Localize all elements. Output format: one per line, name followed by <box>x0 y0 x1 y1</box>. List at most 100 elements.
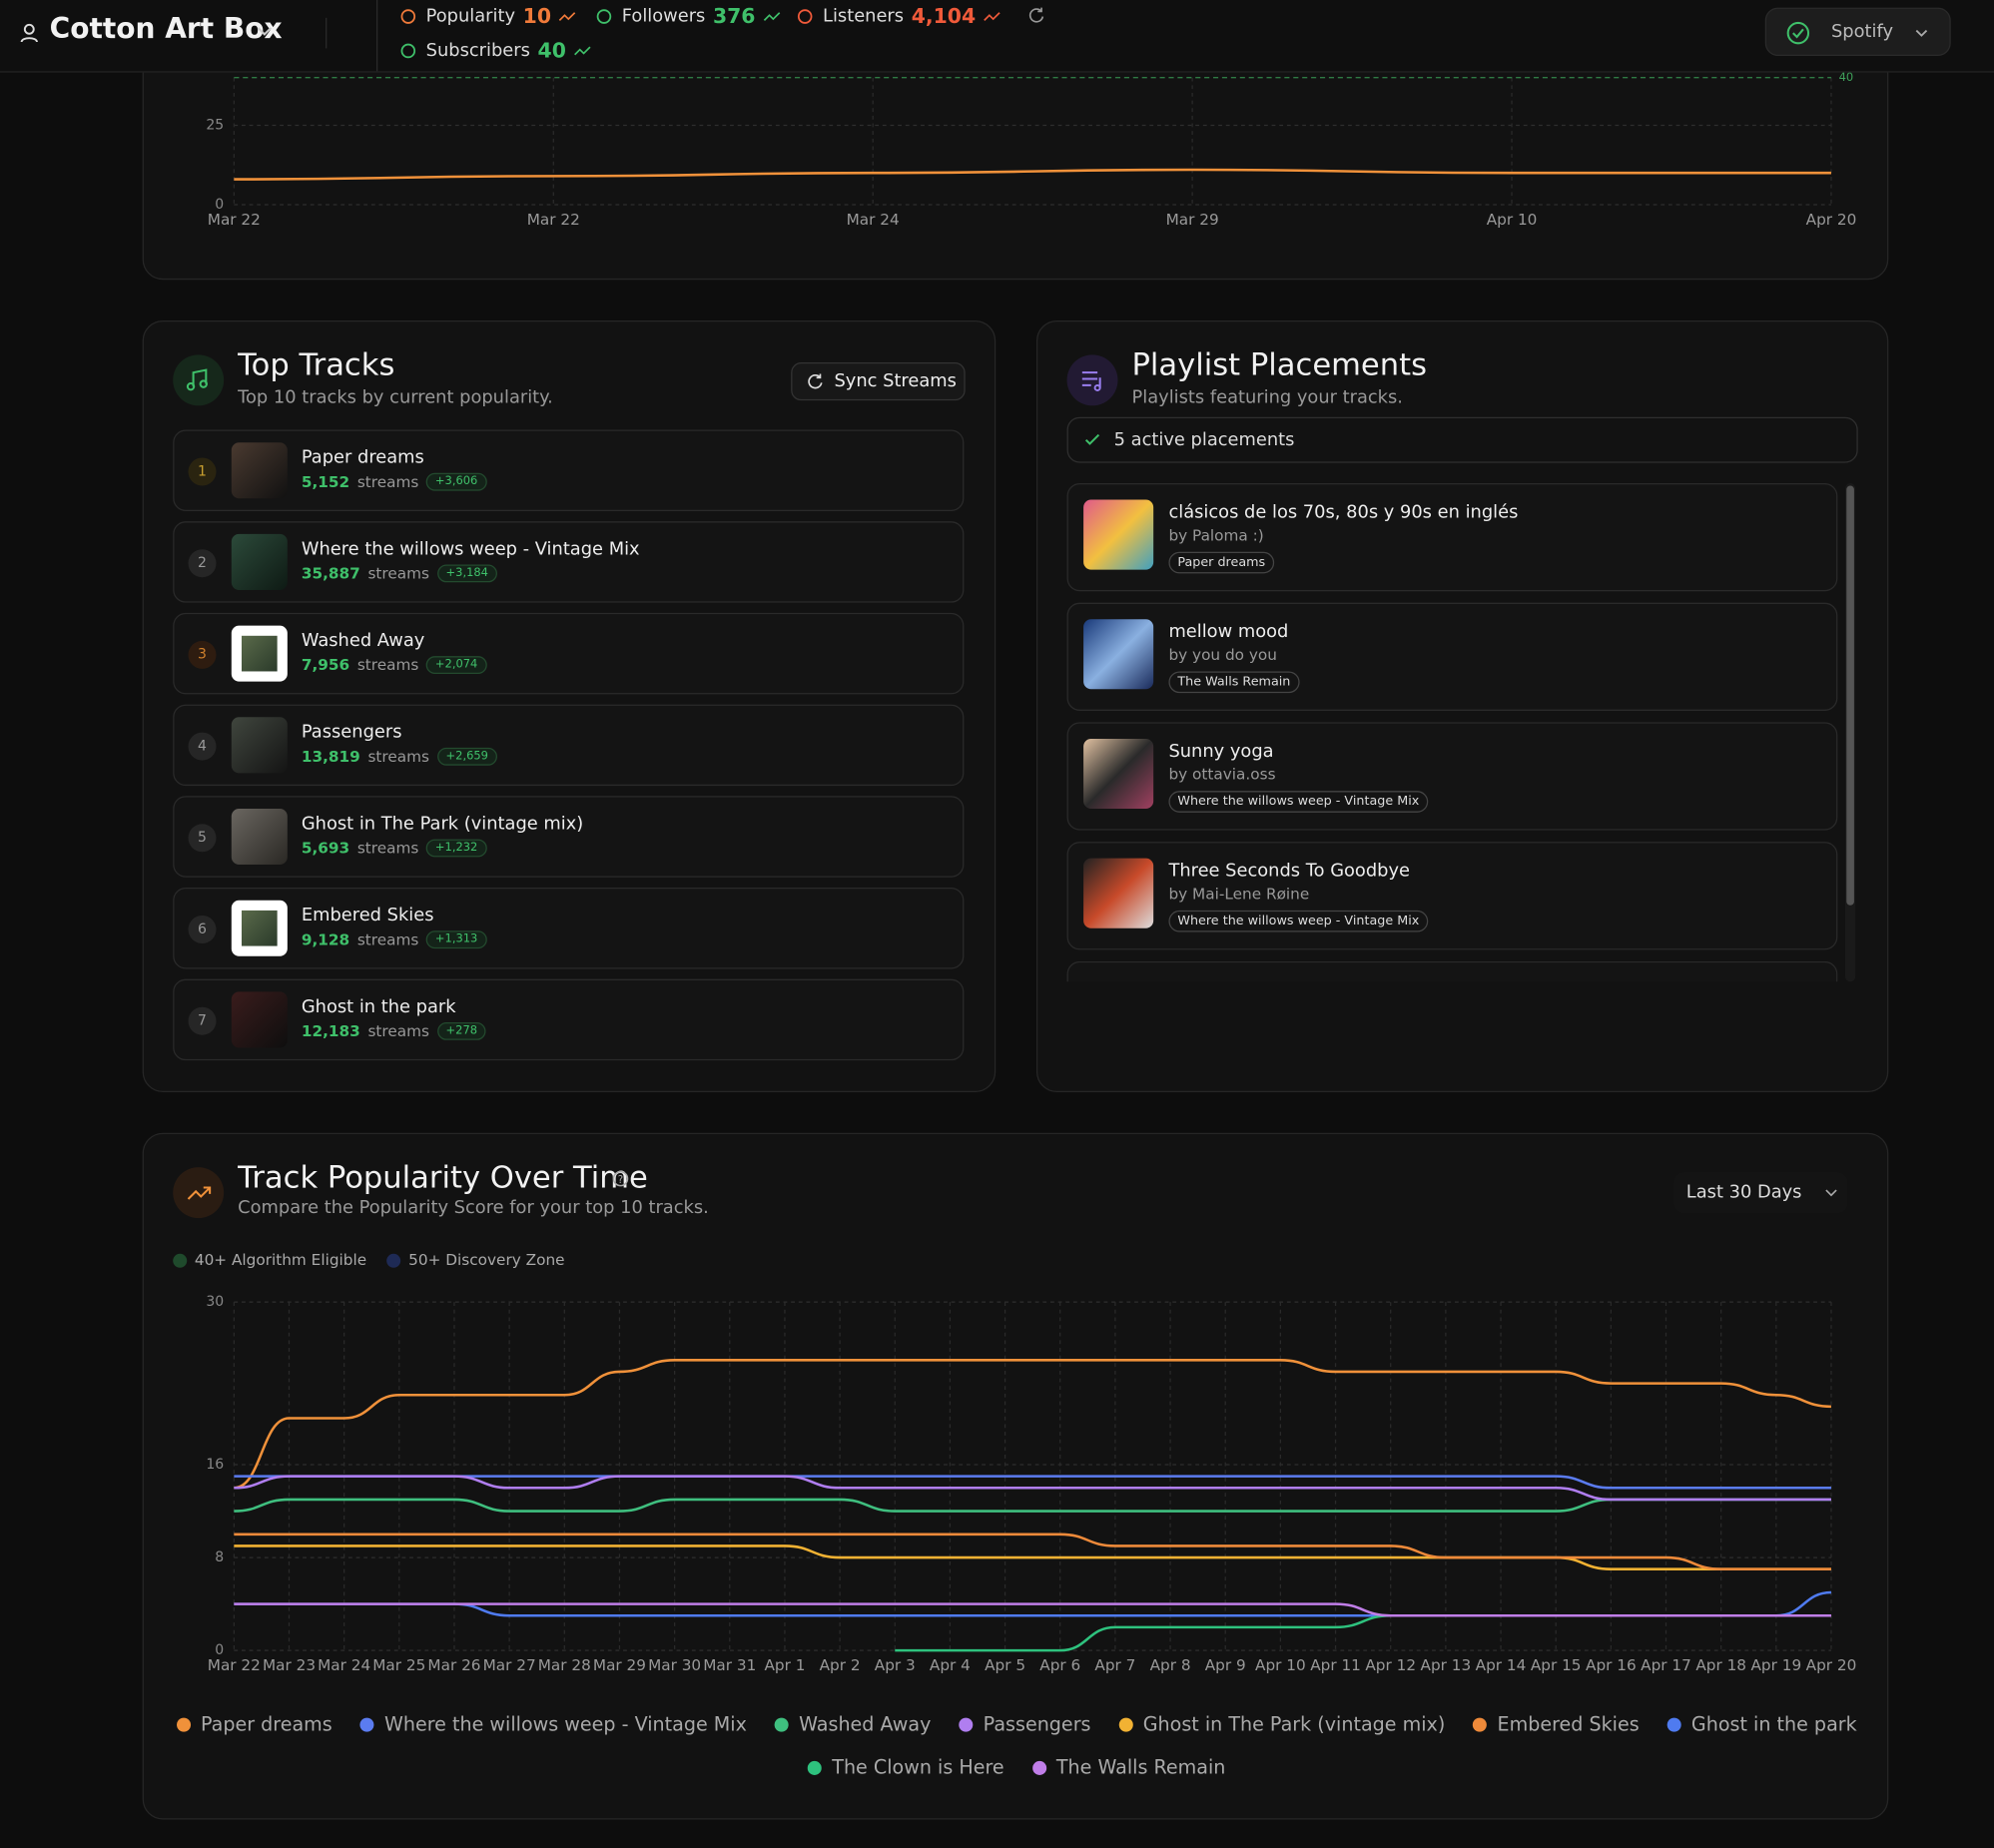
x-tick-label: Apr 1 <box>764 1656 805 1674</box>
rank: 4 <box>188 732 217 761</box>
playlist-item[interactable]: Sunny yoga by ottavia.oss Where the willow… <box>1066 722 1838 831</box>
legend-item[interactable]: The Walls Remain <box>1031 1755 1226 1779</box>
stat[interactable]: Popularity 10 <box>398 4 577 28</box>
x-tick-label: Apr 10 <box>1487 211 1538 229</box>
rank: 7 <box>188 1006 217 1035</box>
x-tick-label: Apr 18 <box>1695 1656 1746 1674</box>
chevron[interactable] <box>256 25 274 38</box>
help-icon[interactable]: ? <box>612 1170 630 1188</box>
track-row[interactable]: 4 Passengers 13,819 streams +2,659 <box>173 704 965 787</box>
track-row[interactable]: 3 Washed Away 7,956 streams +2,074 <box>173 612 965 695</box>
trend-arrow <box>763 11 781 21</box>
divider <box>326 17 328 49</box>
playlist-cover <box>1083 499 1154 570</box>
x-tick-label: Mar 30 <box>648 1656 701 1674</box>
track-name: Ghost in the park <box>301 996 456 1017</box>
series-line <box>234 1602 1831 1617</box>
playlist-item[interactable]: Three Seconds To Goodbye by Mai-Lene Røin… <box>1066 842 1838 950</box>
zone-dot <box>386 1253 401 1268</box>
zone-dot <box>173 1253 188 1268</box>
album-art <box>231 533 288 590</box>
track-tag: The Walls Remain <box>1168 671 1300 694</box>
x-tick-label: Apr 14 <box>1476 1656 1527 1674</box>
refresh-icon[interactable] <box>1027 6 1045 24</box>
stream-count: 9,128 <box>301 930 350 949</box>
track-row[interactable]: 2 Where the willows weep - Vintage Mix 35,… <box>173 521 965 603</box>
stat-value: 4,104 <box>911 3 977 29</box>
zone-item: 40+ Algorithm Eligible <box>173 1251 366 1269</box>
top-bar: Cotton Art Box Spotify Popularity 10 Follo… <box>0 0 1994 73</box>
album-art <box>231 991 288 1048</box>
album-art <box>231 809 288 866</box>
legend-label: The Walls Remain <box>1055 1755 1226 1779</box>
track-name: Ghost in The Park (vintage mix) <box>301 814 584 835</box>
legend-item[interactable]: Paper dreams <box>176 1712 332 1736</box>
playlist-owner: by you do you <box>1168 645 1277 664</box>
legend-item[interactable]: The Clown is Here <box>808 1756 1004 1779</box>
legend-item[interactable]: Where the willows weep - Vintage Mix <box>359 1713 747 1735</box>
x-tick-label: Apr 8 <box>1150 1656 1191 1674</box>
scrollbar[interactable] <box>1844 482 1856 982</box>
x-tick-label: Apr 20 <box>1806 1656 1857 1674</box>
x-tick-label: Apr 4 <box>930 1656 971 1674</box>
platform-select[interactable]: Spotify <box>1764 7 1951 57</box>
x-tick-label: Apr 10 <box>1255 1656 1306 1674</box>
x-tick-label: Apr 9 <box>1205 1656 1246 1674</box>
legend-dot <box>959 1716 974 1732</box>
zone-item: 50+ Discovery Zone <box>386 1251 565 1269</box>
stream-change: +2,659 <box>436 747 497 766</box>
legend-item[interactable]: Ghost in The Park (vintage mix) <box>1118 1713 1445 1735</box>
x-tick-label: Mar 29 <box>1166 211 1219 229</box>
playlist-name: mellow mood <box>1168 621 1289 643</box>
zone-legend: 40+ Algorithm Eligible 50+ Discovery Zone <box>173 1251 565 1269</box>
x-tick-label: Mar 29 <box>593 1656 646 1674</box>
rank: 2 <box>188 549 217 578</box>
section-subtitle: Compare the Popularity Score for your to… <box>238 1197 709 1219</box>
legend-dot <box>359 1716 374 1732</box>
x-tick-label: Apr 17 <box>1641 1656 1691 1674</box>
track-name: Passengers <box>301 722 402 743</box>
track-name: Where the willows weep - Vintage Mix <box>301 539 640 560</box>
series-line <box>895 1613 1831 1652</box>
streams-word: streams <box>356 656 419 675</box>
legend-item[interactable]: Washed Away <box>774 1713 931 1735</box>
check-icon <box>1786 21 1810 45</box>
x-tick-label: Mar 26 <box>427 1656 480 1674</box>
status-text: 5 active placements <box>1113 429 1295 450</box>
legend-label: Ghost in the park <box>1690 1712 1857 1736</box>
stat[interactable]: Followers 376 <box>594 4 781 28</box>
track-row[interactable]: 1 Paper dreams 5,152 streams +3,606 <box>173 429 965 511</box>
stat[interactable]: Subscribers 40 <box>398 38 592 62</box>
legend-label: Paper dreams <box>200 1712 332 1736</box>
track-streams: 13,819 streams +2,659 <box>301 747 497 766</box>
track-name: Paper dreams <box>301 447 424 468</box>
trend-arrow <box>574 45 591 55</box>
y-tick-label: 25 <box>206 117 224 133</box>
stream-count: 35,887 <box>301 564 360 583</box>
section-subtitle: Playlists featuring your tracks. <box>1131 387 1403 408</box>
legend-item[interactable]: Passengers <box>959 1713 1091 1735</box>
x-tick-label: Mar 27 <box>483 1656 536 1674</box>
trend-arrow <box>559 11 576 21</box>
playlist-cover <box>1083 858 1154 928</box>
sync-button[interactable]: Sync Streams <box>791 361 966 401</box>
track-row[interactable]: 6 Embered Skies 9,128 streams +1,313 <box>173 887 965 969</box>
legend-label: The Clown is Here <box>832 1755 1004 1779</box>
svg-text:?: ? <box>618 1175 623 1186</box>
playlist-item[interactable]: clásicos de los 70s, 80s y 90s en inglés… <box>1066 482 1838 592</box>
x-tick-label: Mar 22 <box>208 211 261 229</box>
artist-name[interactable]: Cotton Art Box <box>49 14 283 46</box>
playlist-item[interactable]: mellow mood by you do you The Walls Remain <box>1066 602 1838 711</box>
stat-icon <box>596 8 612 24</box>
stat[interactable]: Listeners 4,104 <box>795 4 1001 28</box>
track-streams: 12,183 streams +278 <box>302 1021 486 1040</box>
range-select[interactable]: Last 30 Days <box>1673 1172 1848 1214</box>
playlist-owner: by Paloma :) <box>1168 526 1264 545</box>
legend-item[interactable]: Embered Skies <box>1473 1713 1640 1735</box>
track-row[interactable]: 7 Ghost in the park 12,183 streams +278 <box>173 978 965 1061</box>
stream-count: 13,819 <box>301 747 360 766</box>
x-tick-label: Apr 5 <box>985 1656 1025 1674</box>
legend-item[interactable]: Ghost in the park <box>1666 1712 1857 1736</box>
track-row[interactable]: 5 Ghost in The Park (vintage mix) 5,693 str… <box>173 796 965 878</box>
